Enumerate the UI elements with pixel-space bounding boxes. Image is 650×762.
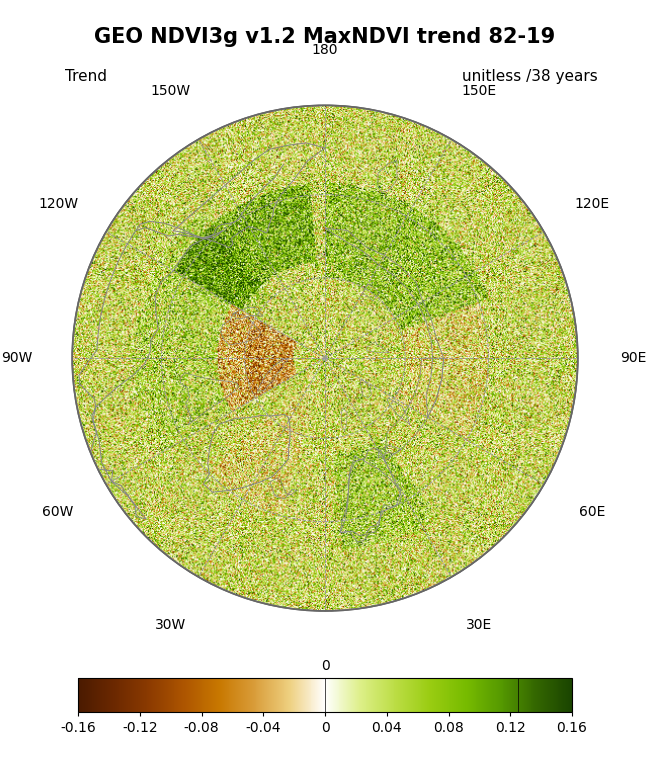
Text: 180: 180 [312,43,338,57]
Text: 90W: 90W [1,351,32,365]
Text: unitless /38 years: unitless /38 years [462,69,598,84]
Text: 120E: 120E [574,197,610,211]
Text: 30W: 30W [155,618,187,632]
Circle shape [72,105,578,611]
Text: 90E: 90E [620,351,646,365]
Text: 120W: 120W [38,197,78,211]
Text: Trend: Trend [65,69,107,84]
Text: 0: 0 [320,659,330,674]
Text: 150W: 150W [151,85,191,98]
Text: 150E: 150E [462,85,497,98]
Text: 60E: 60E [578,505,605,519]
Text: 60W: 60W [42,505,74,519]
Text: GEO NDVI3g v1.2 MaxNDVI trend 82-19: GEO NDVI3g v1.2 MaxNDVI trend 82-19 [94,27,556,46]
Text: 30E: 30E [466,618,492,632]
